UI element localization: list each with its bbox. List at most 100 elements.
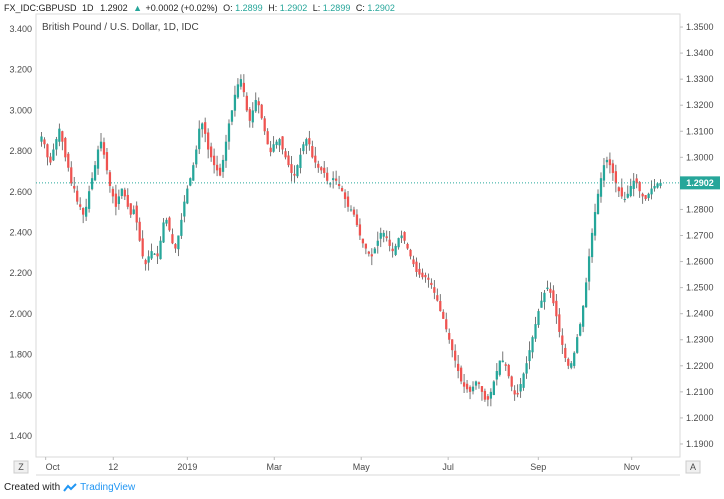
candle-body (504, 364, 507, 366)
candle (558, 308, 561, 338)
candle (132, 205, 135, 215)
candle (215, 155, 219, 177)
left-axis-tick: 2.200 (9, 268, 32, 278)
time-axis-left-button[interactable] (13, 460, 29, 474)
candle (638, 181, 641, 198)
candle-body (230, 110, 234, 122)
candle-body (659, 182, 662, 186)
right-axis-tick: 1.2600 (686, 257, 714, 267)
candle (147, 250, 150, 271)
candle (278, 137, 281, 152)
candle (227, 119, 231, 150)
candle (525, 356, 528, 379)
candle (549, 282, 552, 298)
candle-body (573, 352, 576, 366)
candle-body (576, 337, 579, 353)
right-axis-tick: 1.2400 (686, 309, 714, 319)
candle-body (87, 191, 91, 209)
candle (272, 136, 275, 153)
candle-body (64, 138, 67, 158)
candle (599, 172, 603, 203)
left-axis-tick: 2.600 (9, 187, 32, 197)
high-value: 1.2902 (280, 3, 308, 13)
candle-body (281, 136, 284, 150)
right-axis-tick: 1.2000 (686, 413, 714, 423)
candle-body (236, 84, 240, 98)
candle (397, 237, 400, 250)
candle-body (635, 178, 638, 184)
candle-body (528, 350, 531, 362)
candle-body (579, 324, 582, 336)
candle (391, 242, 394, 258)
right-axis-tick: 1.2800 (686, 204, 714, 214)
left-axis-tick: 1.400 (9, 431, 32, 441)
candle-body (567, 358, 570, 366)
candle (528, 341, 531, 370)
candle-body (275, 141, 278, 146)
candle (617, 186, 620, 198)
candle (513, 385, 516, 401)
candle (507, 363, 510, 379)
candle-body (623, 199, 626, 201)
candle-body (46, 144, 49, 158)
candle (462, 374, 466, 393)
candle (579, 322, 582, 337)
candle-body (373, 248, 376, 254)
candle (400, 230, 403, 243)
candle (55, 136, 58, 156)
candle (364, 243, 368, 255)
candle (352, 206, 356, 217)
candle (129, 203, 132, 218)
candle-body (212, 155, 216, 166)
candle-body (394, 245, 397, 255)
candle (623, 191, 626, 203)
candle-body (584, 282, 588, 308)
candle-body (647, 193, 650, 199)
candle-body (424, 274, 427, 278)
candle (165, 217, 168, 227)
candle (314, 146, 317, 169)
time-axis[interactable]: Oct 12 2019 Mar May Jul Sep Nov (45, 457, 641, 472)
chart-title: British Pound / U.S. Dollar, 1D, IDC (42, 22, 199, 33)
candle-body (84, 206, 88, 217)
candle-body (415, 261, 418, 272)
candle (593, 203, 597, 241)
candle-body (108, 172, 112, 186)
candle-body (495, 371, 498, 380)
candle-body (358, 224, 362, 236)
candle (168, 216, 171, 232)
candle-body (192, 165, 195, 181)
candle (427, 273, 430, 288)
time-axis-right-button[interactable] (685, 460, 701, 474)
candle (195, 145, 198, 168)
candle (582, 304, 585, 333)
candle (308, 130, 311, 151)
candle (454, 344, 457, 368)
candle (117, 189, 120, 210)
candle (126, 188, 129, 210)
time-axis-tick: Mar (267, 462, 283, 472)
candle-body (403, 232, 406, 241)
candle-body (626, 193, 629, 198)
candle (105, 147, 109, 175)
candle (641, 192, 644, 204)
candle (471, 381, 475, 395)
close-label: C: (356, 3, 365, 13)
candle-body (156, 253, 159, 257)
candle (138, 217, 141, 242)
candles (40, 74, 662, 407)
candle-body (391, 248, 394, 252)
candle-body (620, 187, 623, 197)
candle (40, 132, 43, 147)
tradingview-brand[interactable]: TradingView (80, 482, 136, 493)
candle-body (260, 104, 263, 119)
candle-body (242, 82, 245, 93)
candle-body (364, 243, 368, 249)
candle (82, 207, 85, 224)
candle (376, 231, 379, 254)
candle (564, 343, 567, 362)
candle (468, 385, 472, 400)
candle (659, 179, 662, 189)
candle (448, 328, 451, 344)
